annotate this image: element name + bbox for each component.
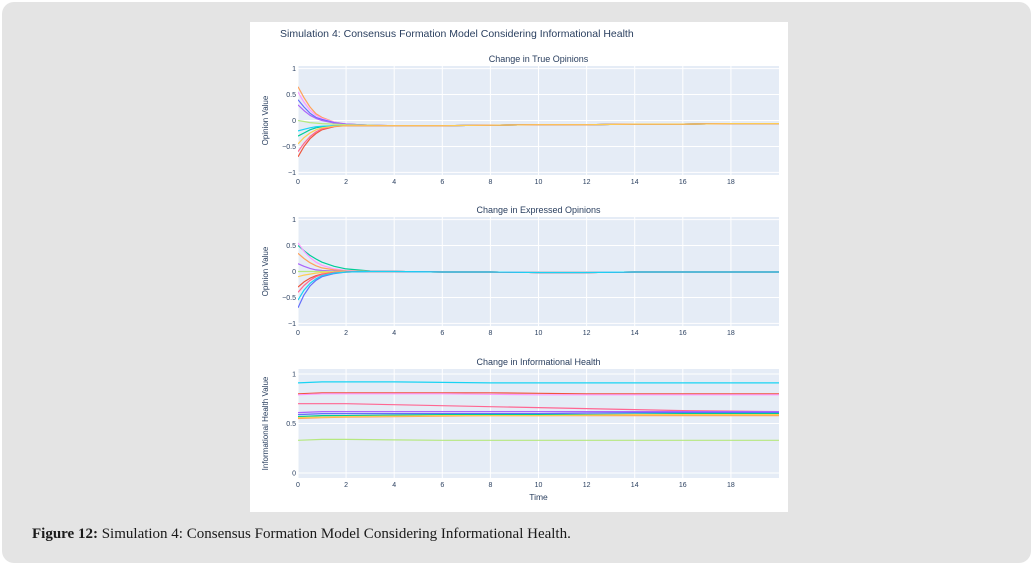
chart-3-x-tick-label: 0 [296, 482, 300, 489]
chart-1-y-axis-label: Opinion Value [261, 95, 270, 145]
chart-1-y-tick-label: 1 [292, 66, 296, 73]
chart-1-x-tick-label: 10 [535, 179, 543, 186]
chart-1-title: Change in True Opinions [489, 54, 589, 64]
chart-3-x-tick-label: 14 [631, 482, 639, 489]
chart-1-series-line-10 [298, 123, 779, 145]
chart-3-x-tick-label: 2 [344, 482, 348, 489]
figure-svg: Simulation 4: Consensus Formation Model … [261, 28, 779, 502]
chart-3-x-tick-label: 16 [679, 482, 687, 489]
chart-3-series-line-5 [298, 411, 779, 414]
chart-2-x-tick-label: 6 [440, 330, 444, 337]
chart-2-x-tick-label: 12 [583, 330, 591, 337]
chart-2-y-tick-label: 0.5 [286, 243, 296, 250]
chart-3-x-tick-label: 6 [440, 482, 444, 489]
chart-3-y-tick-label: 1 [292, 371, 296, 378]
chart-2-y-tick-label: 1 [292, 217, 296, 224]
chart-1-series-group [298, 86, 779, 158]
chart-3-series-line-1 [298, 381, 779, 384]
chart-3-title: Change in Informational Health [476, 357, 600, 367]
chart-2-x-tick-label: 0 [296, 330, 300, 337]
chart-1-x-tick-label: 0 [296, 179, 300, 186]
chart-2-title: Change in Expressed Opinions [476, 205, 601, 215]
chart-1-x-tick-label: 14 [631, 179, 639, 186]
figure-caption: Figure 12: Simulation 4: Consensus Forma… [32, 526, 1012, 543]
chart-1-x-tick-label: 18 [727, 179, 735, 186]
chart-3-x-axis-label: Time [529, 492, 548, 502]
chart-1-x-tick-label: 16 [679, 179, 687, 186]
chart-2-x-tick-label: 2 [344, 330, 348, 337]
chart-3-x-tick-label: 12 [583, 482, 591, 489]
chart-1-x-tick-label: 8 [488, 179, 492, 186]
chart-3-y-tick-label: 0.5 [286, 421, 296, 428]
caption-label: Figure 12: [32, 526, 98, 542]
caption-text: Simulation 4: Consensus Formation Model … [97, 526, 571, 542]
chart-2-x-tick-label: 10 [535, 330, 543, 337]
chart-1-y-tick-label: 0.5 [286, 92, 296, 99]
chart-3-y-axis-label: Informational Health Value [261, 376, 270, 470]
chart-1-x-tick-label: 12 [583, 179, 591, 186]
chart-3-x-tick-label: 10 [535, 482, 543, 489]
chart-3-x-tick-label: 4 [392, 482, 396, 489]
chart-2-x-tick-label: 16 [679, 330, 687, 337]
chart-2-y-axis-label: Opinion Value [261, 246, 270, 296]
chart-2-series-group [298, 242, 779, 309]
chart-2-series-line-10 [298, 270, 779, 301]
figure-panel: Simulation 4: Consensus Formation Model … [250, 22, 788, 512]
chart-3-series-line-4 [298, 403, 779, 413]
chart-3-series-line-9 [298, 414, 779, 419]
chart-3-series-line-7 [298, 413, 779, 418]
chart-2-y-tick-label: 0 [292, 269, 296, 276]
chart-3-series-line-2 [298, 392, 779, 395]
chart-2-y-tick-label: −1 [288, 321, 296, 328]
chart-1-x-tick-label: 6 [440, 179, 444, 186]
figure-title: Simulation 4: Consensus Formation Model … [280, 28, 634, 40]
chart-2-x-tick-label: 14 [631, 330, 639, 337]
chart-2-x-tick-label: 18 [727, 330, 735, 337]
chart-2-y-tick-label: −0.5 [282, 295, 296, 302]
chart-1-x-tick-label: 4 [392, 179, 396, 186]
chart-3-series-group [298, 381, 779, 441]
chart-1-y-tick-label: −0.5 [282, 144, 296, 151]
chart-3-x-tick-label: 8 [488, 482, 492, 489]
chart-3-series-line-6 [298, 412, 779, 416]
chart-1-x-tick-label: 2 [344, 179, 348, 186]
chart-2-x-tick-label: 4 [392, 330, 396, 337]
chart-3-y-tick-label: 0 [292, 471, 296, 478]
chart-1-y-tick-label: −1 [288, 170, 296, 177]
chart-2-x-tick-label: 8 [488, 330, 492, 337]
chart-3-series-line-10 [298, 438, 779, 441]
chart-3-series-line-3 [298, 393, 779, 396]
chart-1-y-tick-label: 0 [292, 118, 296, 125]
chart-3-x-tick-label: 18 [727, 482, 735, 489]
